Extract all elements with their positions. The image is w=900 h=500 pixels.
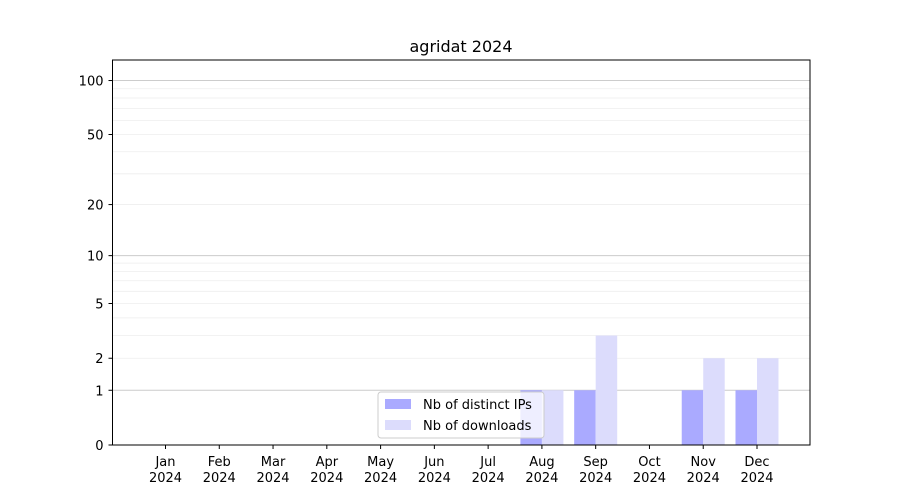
y-tick-label: 20	[87, 199, 104, 214]
x-tick-label-month: Sep	[583, 455, 608, 470]
x-tick-label-year: 2024	[256, 471, 289, 486]
legend-swatch-ips	[385, 399, 411, 409]
x-tick-label-month: Mar	[261, 455, 286, 470]
y-tick-label: 10	[87, 250, 104, 265]
x-tick-label-year: 2024	[149, 471, 182, 486]
legend-box	[377, 391, 545, 439]
bar-downloads	[757, 358, 779, 445]
y-tick-label: 0	[95, 439, 103, 454]
x-tick-label-month: Apr	[316, 455, 339, 470]
y-tick-label: 50	[87, 128, 104, 143]
x-tick-label-year: 2024	[740, 471, 773, 486]
y-axis: 0 1 2 5 10 20 50 100	[79, 75, 113, 454]
chart-title: agridat 2024	[409, 37, 512, 56]
bar-distinct-ips	[681, 390, 704, 445]
y-tick-label: 5	[95, 298, 103, 313]
x-tick-label-month: Oct	[638, 455, 660, 470]
grid-lines	[112, 80, 810, 391]
legend: Nb of distinct IPs Nb of downloads	[377, 391, 545, 439]
x-tick-label-month: Jun	[423, 455, 444, 470]
x-tick-label-year: 2024	[472, 471, 505, 486]
x-tick-label-month: Feb	[208, 455, 231, 470]
x-tick-label-year: 2024	[310, 471, 343, 486]
x-tick-label-year: 2024	[633, 471, 666, 486]
bars	[520, 335, 779, 445]
x-tick-label-month: Jan	[154, 455, 175, 470]
x-tick-label-year: 2024	[525, 471, 558, 486]
x-tick-label-year: 2024	[203, 471, 236, 486]
y-tick-label: 100	[79, 75, 104, 90]
legend-swatch-downloads	[385, 420, 411, 430]
bar-downloads	[703, 358, 725, 445]
x-tick-label-month: Aug	[529, 455, 554, 470]
x-axis: Jan2024Feb2024Mar2024Apr2024May2024Jun20…	[149, 445, 774, 486]
x-tick-label-year: 2024	[364, 471, 397, 486]
legend-label-downloads: Nb of downloads	[423, 419, 532, 434]
bar-distinct-ips	[574, 390, 596, 445]
x-tick-label-year: 2024	[418, 471, 451, 486]
bar-downloads	[541, 390, 564, 445]
legend-label-ips: Nb of distinct IPs	[423, 398, 532, 413]
x-tick-label-year: 2024	[687, 471, 720, 486]
x-tick-label-year: 2024	[579, 471, 612, 486]
x-tick-label-month: Nov	[691, 455, 717, 470]
x-tick-label-month: Jul	[479, 455, 496, 470]
bar-downloads	[595, 335, 618, 445]
plot-frame	[112, 59, 811, 446]
y-tick-label: 2	[95, 352, 103, 367]
x-tick-label-month: May	[367, 455, 394, 470]
x-tick-label-month: Dec	[744, 455, 769, 470]
bar-distinct-ips	[735, 390, 757, 445]
y-tick-label: 1	[95, 384, 103, 399]
